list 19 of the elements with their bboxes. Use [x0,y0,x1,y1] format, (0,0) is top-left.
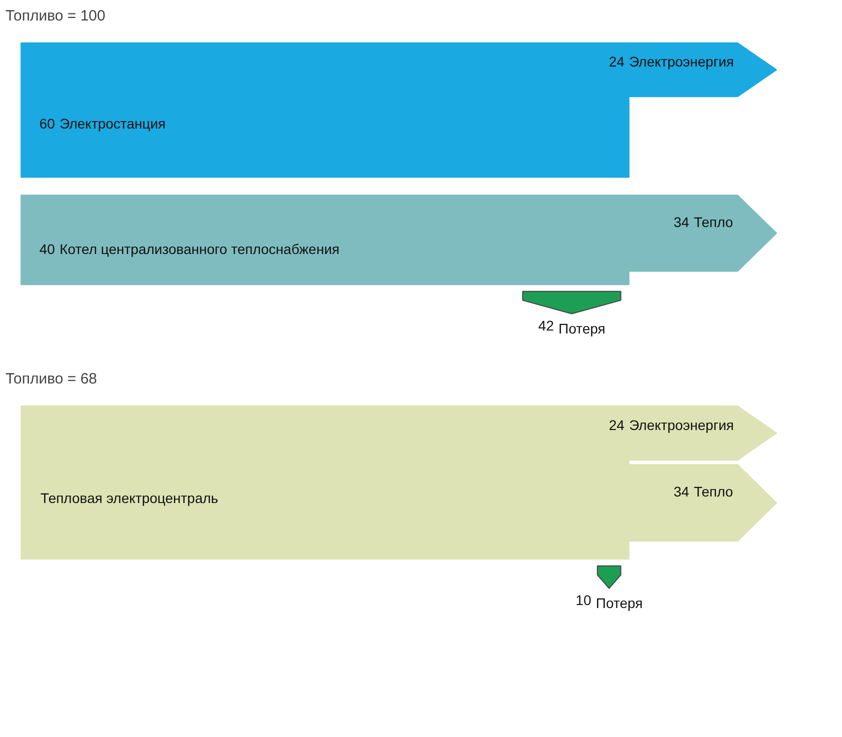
category-label: Электроэнергия [629,416,734,433]
category-label: Электростанция [60,116,166,132]
data-label: 42 [538,317,554,334]
data-label: 60 [39,116,56,132]
data-label: 34 [674,214,690,230]
category-label: Тепловая электроцентраль [40,490,218,506]
category-label: Котел централизованного теплоснабжения [60,240,340,257]
category-label: Электроэнергия [629,54,734,70]
category-label: Потеря [596,595,643,612]
text: Топливо = 68 [6,370,98,388]
category-label: Потеря [558,320,606,336]
data-label: 40 [39,240,56,257]
text: Топливо = 100 [6,8,106,24]
category-label: Тепло [694,483,734,500]
data-label: 10 [576,592,592,608]
data-label: 24 [608,54,625,70]
category-label: Тепло [694,214,734,230]
data-label: 24 [608,416,625,433]
data-label: 34 [674,483,690,500]
